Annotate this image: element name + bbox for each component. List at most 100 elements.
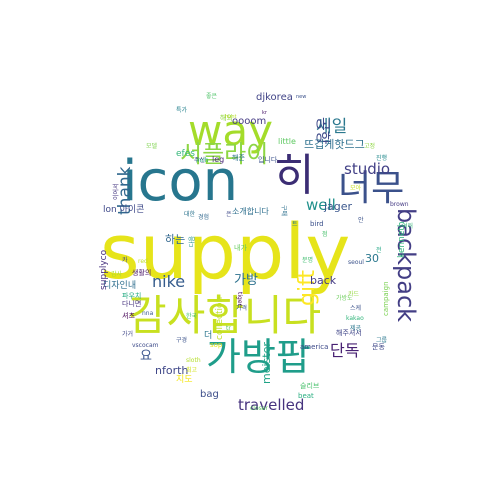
word-next: 다음 — [188, 235, 196, 247]
word-collect: 모아 — [350, 184, 362, 192]
word-thanks-for: 해주셔서 — [336, 328, 362, 337]
word-pouch: 파우치 — [122, 291, 141, 300]
word-too: 너무 — [338, 168, 404, 209]
word-exclusive: 단독 — [330, 341, 359, 360]
word-studio: studio — [344, 160, 390, 178]
word-seoul: seoul — [348, 259, 364, 266]
word-vscocam: vscocam — [132, 342, 159, 349]
word-group: 그룹 — [376, 337, 388, 344]
word-well: well — [306, 196, 336, 214]
word-travelled: travelled — [238, 396, 304, 414]
word-way: way — [188, 106, 273, 155]
word-card: 카드 — [348, 290, 360, 298]
word-jeom: 점 — [322, 231, 328, 238]
word-supplyco: supplyco — [99, 249, 109, 290]
word-not: 안 — [358, 216, 364, 224]
word-back: back — [310, 274, 337, 287]
word-nforth: nforth — [155, 364, 188, 377]
word-hee: 히 — [274, 150, 314, 201]
word-tiger: tiger — [236, 292, 243, 307]
word-doing: 하는 — [165, 232, 185, 246]
word-backpack: backpack — [392, 208, 420, 322]
word-browse: 구경 — [176, 337, 187, 344]
word-progress: 진행 — [376, 154, 387, 162]
word-leg: leg — [212, 155, 224, 164]
word-nike: nike — [152, 272, 185, 291]
word-price: 가격 — [236, 304, 247, 312]
word-america: america — [300, 343, 328, 351]
word-kenneth: kenneth — [397, 221, 407, 258]
word-meister: meister — [260, 342, 273, 384]
word-beat: beat — [298, 392, 314, 400]
word-airport: 공항 — [314, 117, 332, 145]
word-campaign: campaign — [382, 281, 390, 316]
word-collection: collection — [215, 297, 225, 340]
word-ka: 카 — [122, 256, 128, 264]
word-fixed: 고정 — [364, 143, 375, 150]
word-gift: gift — [295, 270, 320, 306]
word-kakao: kakao — [346, 315, 364, 322]
word-supply-korean: 서플라이 — [180, 140, 268, 168]
word-daily: 생활의 — [132, 268, 151, 277]
word-little: little — [278, 137, 296, 146]
word-overseas: 해외 — [220, 113, 233, 122]
word-kr: kr — [262, 110, 268, 116]
word-design: 디자인내 — [103, 280, 136, 291]
word-experience: 경험 — [198, 213, 209, 221]
word-bag-too: 가방도 — [336, 294, 353, 302]
word-supply: supply — [100, 207, 350, 296]
word-thank: thank — [115, 166, 135, 215]
word-provide: 제공 — [350, 324, 362, 332]
word-brown: brown — [390, 201, 409, 208]
word-while-going: 다니면 — [122, 299, 141, 308]
word-sale: 세일 — [316, 117, 347, 137]
word-bag: 가방 — [234, 273, 258, 288]
word-yo: 요 — [140, 349, 152, 364]
word-jager: jager — [323, 200, 353, 213]
word-jeon: 전 — [376, 246, 382, 254]
word-goer: 가거 — [122, 330, 133, 338]
word-best: 최고 — [186, 366, 198, 374]
word-nna: nna — [142, 310, 154, 317]
word-efes: efes — [176, 149, 195, 159]
word-hunt: hunt — [225, 114, 237, 120]
word-more: 더 — [204, 330, 212, 341]
word-teu: 트 — [292, 221, 298, 228]
word-red: red — [138, 258, 148, 265]
word-korea: 한국 — [186, 313, 198, 320]
word-is: 입니다 — [258, 155, 278, 164]
word-map: 지도 — [176, 374, 193, 385]
word-sloth: sloth — [186, 357, 201, 364]
word-clearly: 분명 — [302, 256, 313, 264]
word-tr: tr — [226, 325, 231, 332]
word-thanks-small: 감사 — [111, 270, 123, 278]
word-cloud-layer: supply icon 감사합니다 way 가방팝 너무 backpack 히 … — [99, 92, 420, 414]
word-introduce: 소개합니다 — [232, 206, 269, 216]
word-thanks-korean: 감사합니다 — [128, 291, 321, 340]
word-shirt: 셔츠 — [122, 311, 135, 320]
word-30: 30 — [365, 252, 379, 265]
word-hotdog: 뜨겁게핫드그 — [304, 138, 365, 151]
word-did: 해준 — [232, 153, 245, 162]
word-continue: 이어서 — [112, 183, 120, 200]
word-eun: 은 — [226, 211, 232, 218]
word-icon: icon — [122, 149, 238, 214]
word-oooom: oooom — [232, 116, 266, 127]
word-closer: closer — [250, 405, 268, 412]
word-special: 특가 — [176, 106, 188, 114]
word-given: 주신 — [194, 156, 205, 164]
word-bag-en: bag — [200, 389, 219, 400]
word-sleeve: 슬리브 — [300, 381, 320, 390]
word-mine: 내가 — [234, 243, 247, 252]
word-good: 좋은 — [206, 93, 218, 100]
word-bagpop: 가방팝 — [206, 335, 311, 379]
word-buy: 구매 — [280, 205, 288, 216]
word-model: 모델 — [146, 142, 158, 150]
word-lon-icon: lon 아이콘 — [103, 204, 144, 215]
word-sop: sop — [210, 341, 223, 349]
word-inch: inch — [196, 157, 209, 164]
word-moon: 문동 — [372, 343, 385, 351]
word-several: 여러 — [402, 222, 413, 230]
word-about: 대한 — [184, 210, 196, 218]
